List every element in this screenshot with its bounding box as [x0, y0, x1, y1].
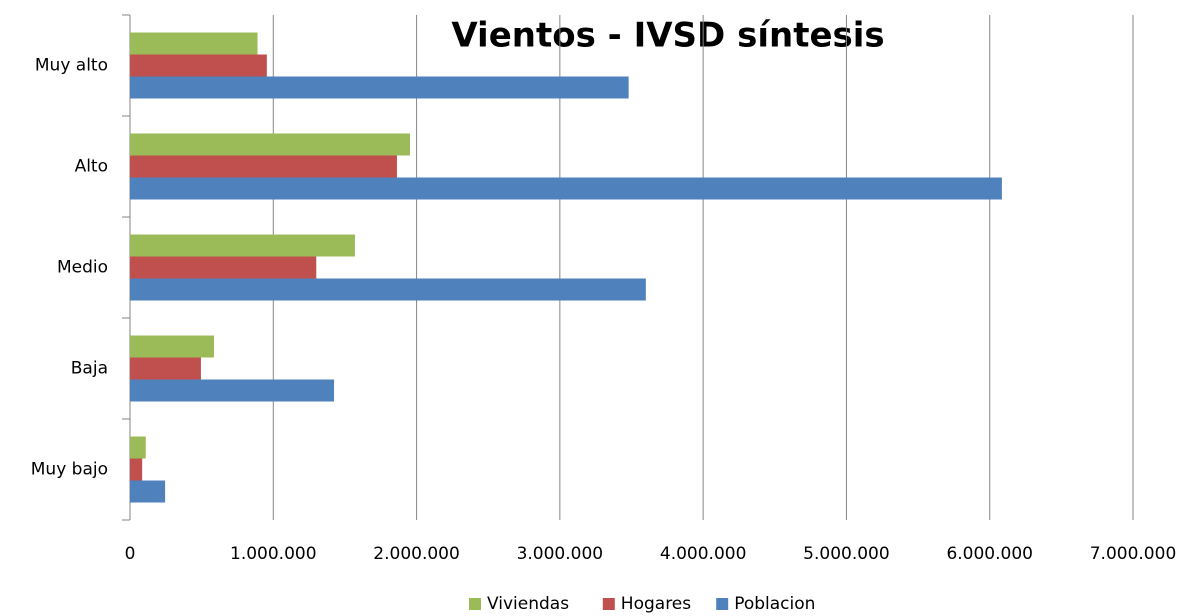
legend-swatch: [469, 598, 481, 610]
x-tick-label: 3.000.000: [517, 544, 604, 564]
bar: [130, 480, 166, 503]
x-tick-label: 1.000.000: [230, 544, 317, 564]
bar: [130, 76, 629, 99]
legend-label: Hogares: [621, 594, 691, 614]
bar: [130, 458, 143, 481]
y-tick-label: Alto: [75, 157, 108, 177]
x-tick-label: 2.000.000: [373, 544, 460, 564]
y-tick-label: Muy alto: [35, 56, 108, 76]
legend-label: Poblacion: [734, 594, 815, 614]
y-tick-label: Medio: [57, 258, 108, 278]
legend-swatch: [716, 598, 729, 610]
bar: [130, 177, 1002, 200]
y-tick-label: Baja: [71, 359, 108, 379]
legend-swatch: [602, 598, 615, 610]
bar: [130, 256, 317, 279]
legend-label: Viviendas: [487, 594, 569, 614]
bar: [130, 155, 397, 178]
bar: [130, 379, 335, 402]
x-tick-label: 6.000.000: [946, 544, 1033, 564]
x-tick-label: 4.000.000: [660, 544, 747, 564]
bar: [130, 335, 214, 358]
bar: [130, 278, 646, 301]
x-tick-label: 0: [125, 544, 136, 564]
bar: [130, 32, 258, 55]
bar: [130, 357, 201, 380]
bar: [130, 54, 267, 77]
chart-title: Vientos - IVSD síntesis: [451, 16, 884, 56]
x-tick-label: 5.000.000: [803, 544, 890, 564]
bar: [130, 436, 146, 459]
bar: [130, 234, 355, 257]
x-tick-label: 7.000.000: [1090, 544, 1177, 564]
y-tick-label: Muy bajo: [31, 460, 108, 480]
bar: [130, 133, 410, 156]
